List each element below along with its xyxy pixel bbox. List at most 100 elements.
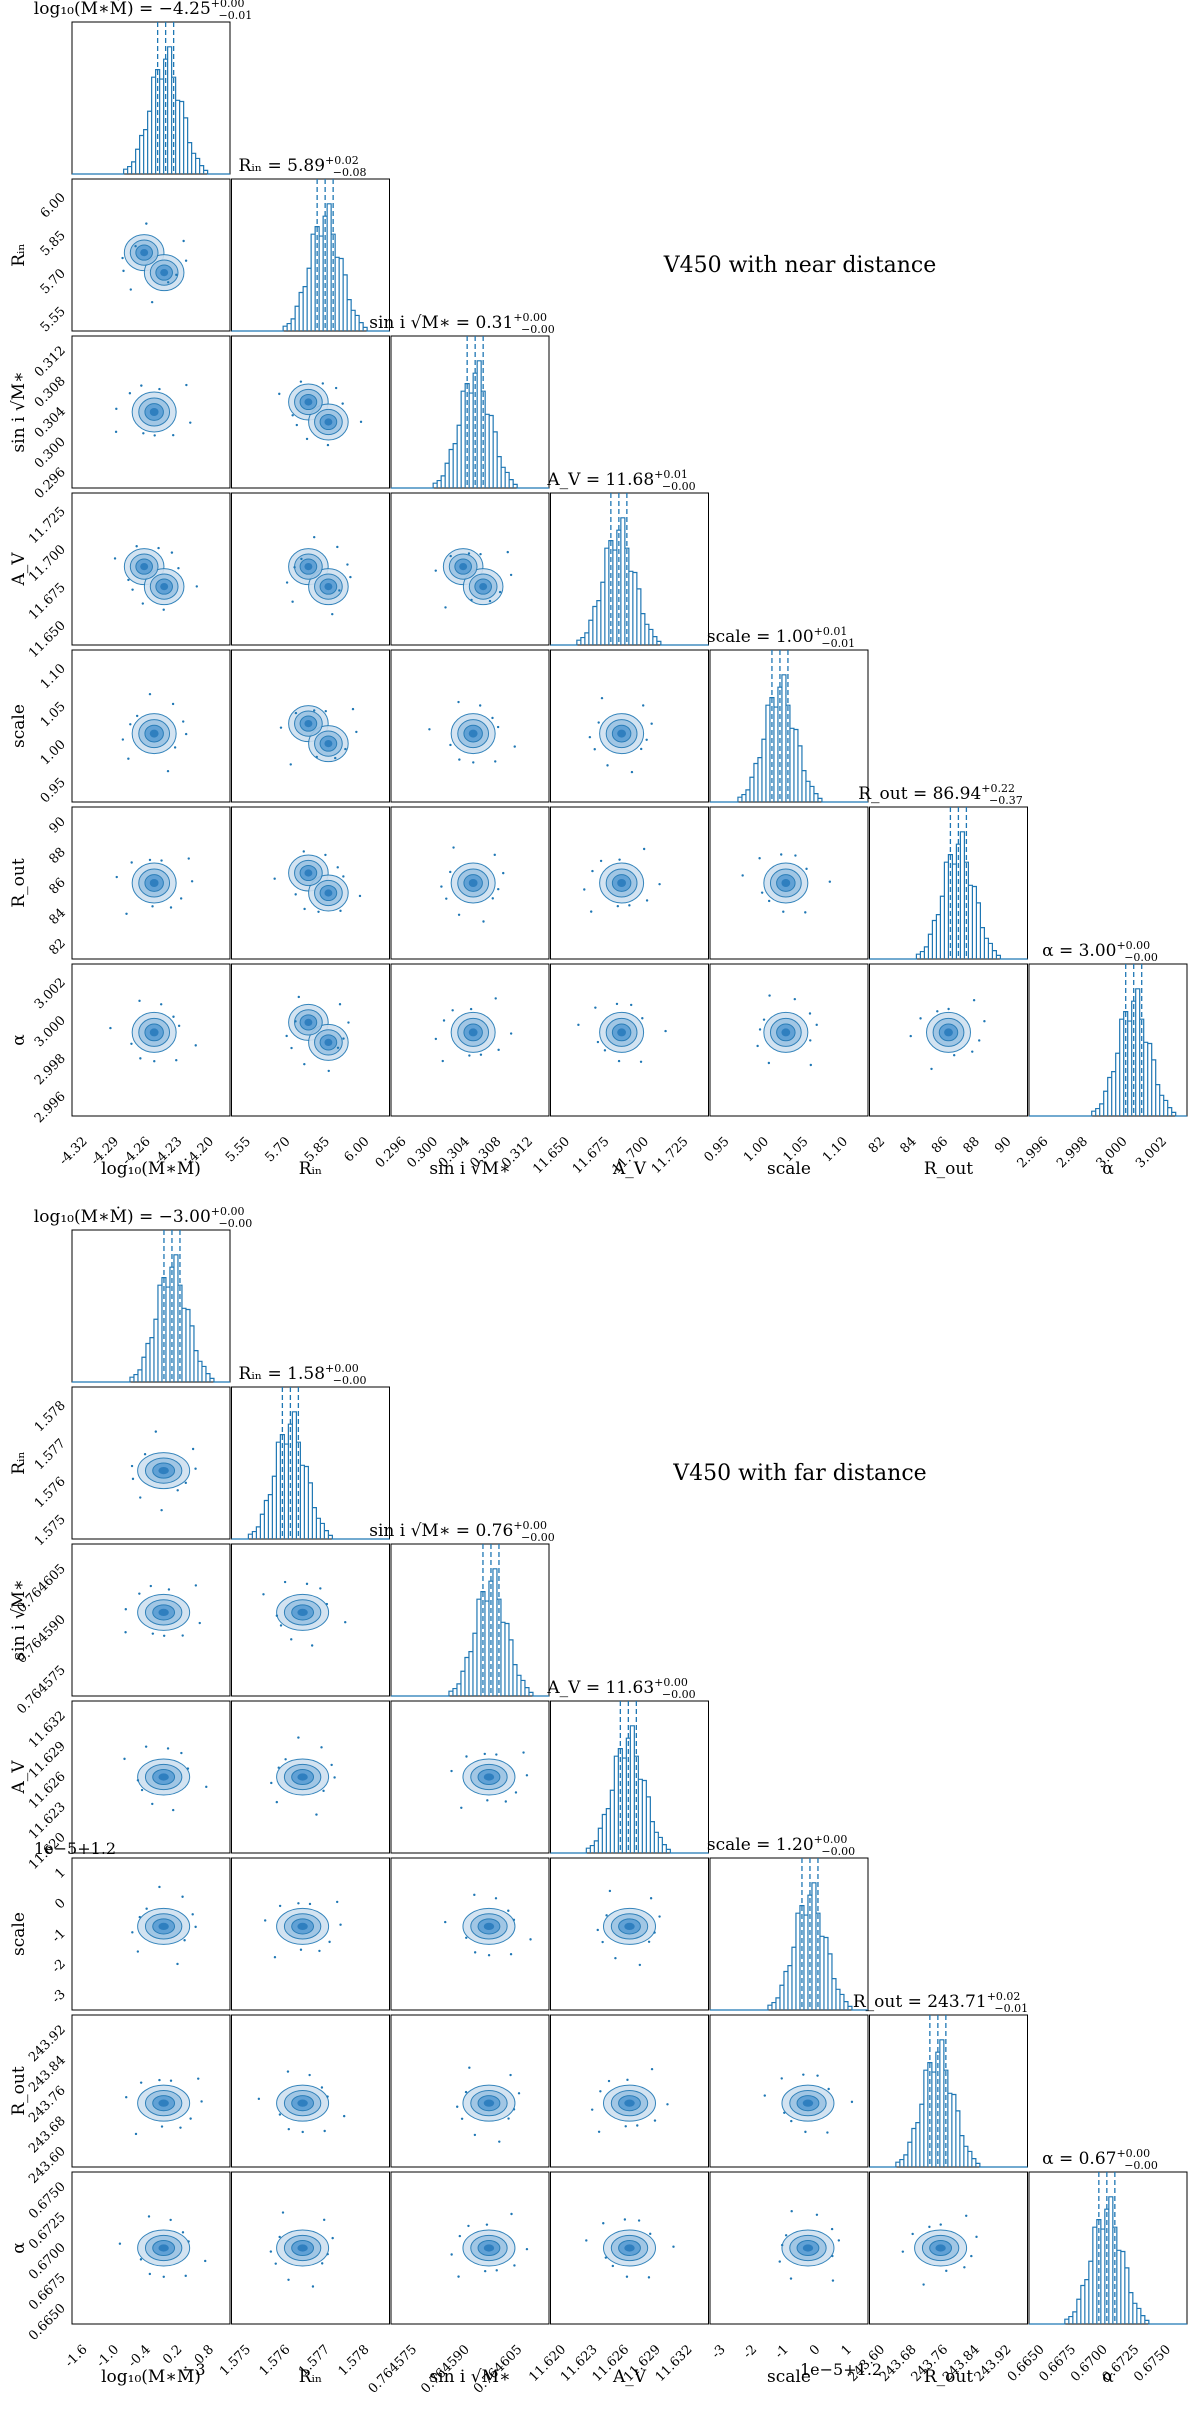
sample-point (790, 2119, 793, 2123)
sample-point (118, 2242, 122, 2245)
sample-point (355, 730, 358, 734)
density-contour (304, 398, 313, 406)
sample-point (778, 2260, 781, 2263)
y-tick-label: 0.300 (32, 435, 69, 472)
sample-point (186, 1767, 190, 1770)
sample-point (145, 222, 148, 225)
sample-point (804, 2130, 807, 2134)
contour-6-1 (231, 963, 390, 1117)
y-axis-label: Rᵢₙ (9, 1451, 29, 1475)
param-title: log₁₀(M∗Ṁ) = −3.00+0.00 −0.00 (34, 1205, 252, 1230)
sample-point (596, 1040, 600, 1044)
sample-point (200, 2100, 203, 2103)
sample-point (182, 239, 185, 243)
sample-point (177, 1024, 181, 1028)
sample-point (611, 2264, 615, 2268)
sample-point (278, 2113, 282, 2116)
sample-point (615, 1002, 619, 1006)
sample-point (741, 874, 744, 877)
sample-point (278, 2235, 281, 2239)
sample-point (134, 2132, 138, 2136)
axes-frame (71, 335, 231, 489)
density-contour (802, 2099, 814, 2107)
y-axis-label: scale (9, 704, 29, 748)
density-contour (468, 879, 478, 887)
sample-point (625, 2275, 629, 2278)
sample-point (131, 588, 134, 591)
sample-point (142, 432, 145, 435)
sample-point (624, 2125, 627, 2128)
sample-point (758, 857, 761, 860)
sample-point (187, 2240, 190, 2243)
sample-point (139, 1496, 142, 1499)
sample-point (145, 1907, 148, 1910)
sample-point (277, 1766, 280, 1769)
sample-point (190, 880, 194, 883)
sample-point (333, 1776, 336, 1779)
sample-point (784, 2234, 788, 2237)
sample-point (628, 904, 631, 907)
sample-point (189, 2117, 192, 2120)
contour-2-0 (71, 335, 231, 489)
y-tick-label: 0.764575 (14, 1663, 68, 1717)
sample-point (342, 2114, 346, 2118)
sample-point (491, 897, 494, 900)
contour-5-4 (709, 806, 869, 960)
axes-frame (71, 1386, 231, 1540)
sample-point (195, 585, 198, 588)
sample-point (449, 870, 452, 874)
sample-point (597, 2130, 601, 2133)
sample-point (291, 414, 294, 417)
sample-point (922, 2283, 925, 2286)
sample-point (983, 1020, 986, 1023)
y-tick-label: 1.577 (32, 1436, 69, 1473)
y-tick-label: 6.00 (38, 190, 69, 221)
sample-point (331, 612, 334, 616)
density-contour (624, 1922, 635, 1930)
sample-point (640, 747, 643, 751)
sample-point (472, 761, 475, 764)
contour-6-0 (71, 2171, 231, 2325)
sample-point (136, 1950, 140, 1953)
y-tick-label: 11.725 (26, 504, 69, 547)
x-tick-label: 1.576 (257, 2342, 294, 2379)
sample-point (808, 1012, 812, 1015)
axes-frame (71, 1857, 231, 2011)
x-axis-label: α (1102, 1159, 1114, 1179)
sample-point (160, 2125, 164, 2128)
sample-point (109, 1026, 112, 1030)
y-tick-label: 1.576 (32, 1474, 69, 1511)
axes-frame (550, 806, 709, 960)
sample-point (351, 707, 355, 711)
sample-point (641, 704, 645, 707)
sample-point (483, 1752, 486, 1756)
sample-point (972, 998, 976, 1002)
sample-point (645, 738, 648, 741)
sample-point (947, 1007, 950, 1011)
y-tick-label: 0 (52, 1896, 68, 1912)
histogram-4 (709, 1857, 869, 2011)
density-contour (324, 1038, 333, 1046)
sample-point (525, 1774, 529, 1777)
sample-point (603, 1049, 607, 1052)
sample-point (158, 1885, 161, 1889)
x-axis-label: R_out (924, 2367, 973, 2387)
sample-point (281, 2211, 285, 2214)
sample-point (512, 1918, 516, 1922)
sample-point (605, 1914, 608, 1917)
sample-point (936, 1010, 939, 1013)
sample-point (963, 2266, 966, 2269)
sample-point (290, 1046, 293, 1050)
sample-point (287, 2278, 290, 2281)
density-contour (297, 1773, 308, 1781)
sample-point (649, 1897, 653, 1900)
histogram-bars (710, 1882, 868, 2011)
sample-point (115, 407, 118, 411)
y-tick-label: 84 (47, 906, 69, 928)
sample-point (629, 1003, 633, 1007)
density-contour (297, 2244, 308, 2252)
sample-point (650, 2067, 654, 2071)
sample-point (596, 1928, 599, 1932)
sample-point (467, 552, 471, 555)
sample-point (928, 2225, 931, 2229)
